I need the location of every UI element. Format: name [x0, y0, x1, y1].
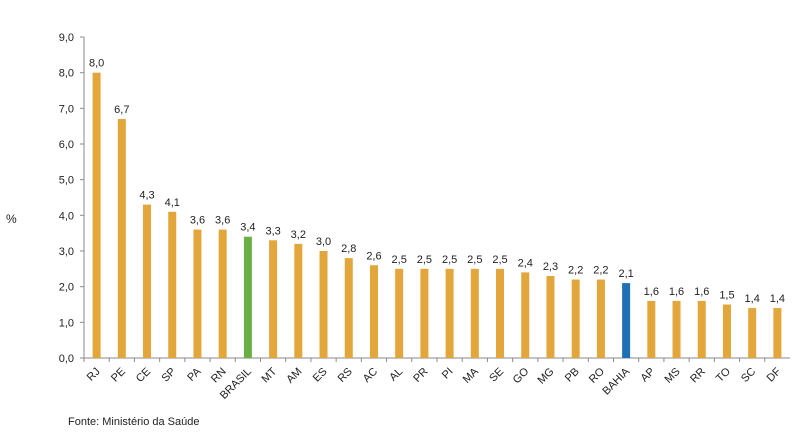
- bar-bahia: [622, 283, 631, 358]
- y-tick-label: 1,0: [59, 317, 74, 329]
- data-label-sc: 1,4: [745, 293, 760, 305]
- x-tick-label-df: DF: [765, 365, 784, 384]
- x-tick-label-rn: RN: [209, 366, 229, 386]
- bar-ms: [672, 300, 681, 358]
- x-tick-label-sc: SC: [739, 366, 758, 385]
- y-tick-label: 6,0: [59, 139, 74, 151]
- y-tick-label: 4,0: [59, 210, 74, 222]
- data-label-ma: 2,5: [467, 254, 482, 266]
- data-label-pr: 2,5: [417, 254, 432, 266]
- data-label-go: 2,4: [518, 257, 533, 269]
- bar-pi: [445, 268, 454, 358]
- data-label-am: 3,2: [291, 229, 306, 241]
- data-label-bahia: 2,1: [618, 268, 633, 280]
- x-tick-label-ap: AP: [639, 366, 658, 385]
- data-label-mg: 2,3: [543, 261, 558, 273]
- bar-se: [496, 268, 505, 358]
- bar-brasil: [243, 236, 252, 358]
- source-note: Fonte: Ministério da Saúde: [68, 416, 200, 428]
- data-label-ac: 2,6: [366, 250, 381, 262]
- bar-ma: [470, 268, 479, 358]
- bar-df: [773, 308, 782, 358]
- data-label-pb: 2,2: [568, 265, 583, 277]
- data-label-ap: 1,6: [644, 286, 659, 298]
- x-tick-label-to: TO: [714, 365, 733, 384]
- x-tick-label-al: AL: [387, 366, 405, 384]
- bar-to: [722, 304, 731, 358]
- bar-am: [294, 243, 303, 358]
- x-tick-label-ce: CE: [134, 366, 153, 385]
- x-tick-label-es: ES: [311, 366, 330, 385]
- data-label-se: 2,5: [492, 254, 507, 266]
- x-tick-label-pr: PR: [411, 366, 430, 385]
- data-label-pa: 3,6: [190, 215, 205, 227]
- bar-ro: [596, 279, 605, 358]
- data-label-rn: 3,6: [215, 215, 230, 227]
- data-label-rr: 1,6: [694, 286, 709, 298]
- bar-pa: [193, 229, 202, 358]
- bar-al: [395, 268, 404, 358]
- y-tick-label: 0,0: [59, 353, 74, 365]
- x-tick-label-mg: MG: [536, 366, 557, 387]
- bar-rj: [92, 72, 101, 359]
- data-label-ro: 2,2: [593, 265, 608, 277]
- data-label-brasil: 3,4: [240, 222, 255, 234]
- x-tick-label-pb: PB: [563, 366, 582, 385]
- bar-es: [319, 251, 328, 358]
- bar-pb: [571, 279, 580, 358]
- y-tick-label: 2,0: [59, 282, 74, 294]
- bar-pr: [420, 268, 429, 358]
- x-tick-label-rr: RR: [688, 366, 708, 386]
- bar-ce: [143, 204, 152, 358]
- data-label-to: 1,5: [719, 290, 734, 302]
- bar-go: [521, 272, 530, 358]
- x-tick-label-am: AM: [284, 366, 304, 386]
- x-tick-label-rj: RJ: [85, 366, 103, 384]
- data-label-rs: 2,8: [341, 243, 356, 255]
- data-label-es: 3,0: [316, 236, 331, 248]
- x-tick-label-se: SE: [487, 366, 506, 385]
- bar-mt: [269, 240, 278, 358]
- x-tick-label-sp: SP: [160, 366, 179, 385]
- y-axis-label: %: [6, 212, 17, 226]
- data-label-df: 1,4: [770, 293, 785, 305]
- bar-sp: [168, 211, 177, 358]
- data-label-al: 2,5: [392, 254, 407, 266]
- y-tick-label: 5,0: [59, 175, 74, 187]
- y-tick-label: 8,0: [59, 68, 74, 80]
- data-label-sp: 4,1: [165, 197, 180, 209]
- bar-rs: [344, 258, 353, 358]
- y-tick-label: 3,0: [59, 246, 74, 258]
- x-tick-label-mt: MT: [260, 365, 280, 385]
- y-tick-label: 7,0: [59, 103, 74, 115]
- bar-pe: [117, 119, 126, 359]
- bar-mg: [546, 275, 555, 358]
- data-label-pe: 6,7: [114, 104, 129, 116]
- x-tick-label-pe: PE: [109, 366, 128, 385]
- x-tick-label-pa: PA: [185, 365, 204, 384]
- y-tick-label: 9,0: [59, 32, 74, 44]
- bar-ac: [369, 265, 378, 358]
- bar-rr: [697, 300, 706, 358]
- x-tick-label-go: GO: [511, 365, 532, 386]
- data-label-pi: 2,5: [442, 254, 457, 266]
- data-label-ms: 1,6: [669, 286, 684, 298]
- bar-ap: [647, 300, 656, 358]
- x-tick-label-ms: MS: [663, 366, 683, 386]
- x-tick-label-rs: RS: [336, 366, 355, 385]
- data-label-rj: 8,0: [89, 58, 104, 70]
- bar-rn: [218, 229, 227, 358]
- bar-sc: [748, 308, 757, 358]
- x-tick-label-ro: RO: [587, 365, 607, 385]
- data-label-mt: 3,3: [265, 225, 280, 237]
- data-label-ce: 4,3: [139, 190, 154, 202]
- x-tick-label-pi: PI: [440, 366, 456, 382]
- x-tick-label-ac: AC: [361, 366, 380, 385]
- x-tick-label-bahia: BAHIA: [600, 365, 632, 397]
- x-tick-label-ma: MA: [461, 365, 482, 386]
